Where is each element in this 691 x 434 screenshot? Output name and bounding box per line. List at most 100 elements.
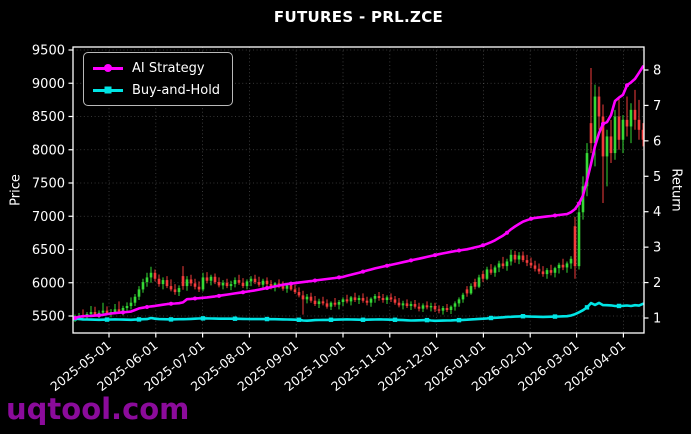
series-marker (289, 281, 293, 286)
candle-body (313, 300, 317, 305)
candle-body (485, 269, 489, 279)
candle-body (529, 262, 533, 266)
series-marker (145, 305, 149, 310)
candle-body (341, 299, 345, 303)
candle-body (333, 302, 337, 305)
candle-body (429, 306, 433, 308)
candle-body (433, 306, 437, 310)
candle-body (385, 297, 389, 301)
candle-body (153, 272, 157, 279)
candle-body (209, 276, 213, 281)
series-marker (232, 316, 238, 321)
candle-body (457, 299, 461, 304)
candle-body (149, 272, 153, 278)
candle-body (329, 302, 333, 307)
ai-strategy-line-icon (93, 63, 123, 73)
return-axis-label: Return (668, 168, 684, 212)
candle-body (93, 312, 97, 315)
candle-body (257, 282, 261, 285)
candle-body (249, 278, 253, 282)
candle-body (545, 270, 549, 275)
candle-body (541, 271, 545, 275)
series-marker (424, 317, 430, 323)
series-marker (264, 316, 270, 322)
candle-body (169, 286, 173, 290)
price-axis-label: Price (8, 174, 24, 206)
series-marker (313, 278, 317, 283)
candle-body (549, 270, 553, 273)
plot-border (72, 46, 645, 334)
price-tick-label: 9000 (32, 77, 65, 92)
candle-body (497, 263, 501, 268)
price-tick-label: 7000 (32, 210, 65, 225)
candle-body (461, 294, 465, 300)
price-tick-label: 5500 (32, 310, 65, 325)
legend: AI Strategy Buy-and-Hold (83, 52, 234, 106)
series-marker (121, 310, 125, 315)
candle-body (421, 305, 425, 309)
candle-body (361, 298, 365, 301)
candle-body (293, 289, 297, 293)
circle-marker-icon (104, 64, 112, 72)
series-marker (385, 263, 389, 268)
return-tick-label: 7 (653, 99, 661, 114)
candle-body (253, 278, 257, 283)
candle-body (453, 303, 457, 307)
candle-body (629, 109, 633, 127)
price-tick-label: 6000 (32, 276, 65, 291)
price-tick-label: 8500 (32, 110, 65, 125)
candle-body (405, 303, 409, 307)
series-marker (433, 253, 437, 258)
candle-body (145, 277, 149, 283)
series-marker (193, 296, 197, 301)
candle-body (393, 299, 397, 303)
candle-body (289, 285, 293, 290)
candle-body (561, 264, 565, 268)
candle-body (597, 96, 601, 117)
candle-body (157, 278, 161, 285)
candle-body (477, 277, 481, 287)
candle-body (197, 286, 201, 290)
candle-body (389, 297, 393, 300)
candle-body (281, 286, 285, 289)
candle-body (521, 255, 525, 261)
candle-body (469, 286, 473, 294)
candle-body (261, 280, 265, 285)
candle-body (141, 282, 145, 290)
candle-body (441, 308, 445, 311)
candle-body (621, 119, 625, 140)
candle-body (381, 298, 385, 301)
series-marker (296, 317, 302, 322)
candle-body (377, 296, 381, 299)
series-marker (481, 243, 485, 248)
series-marker (104, 317, 110, 322)
legend-label: Buy-and-Hold (132, 82, 221, 98)
candle-body (557, 264, 561, 269)
return-tick-label: 2 (653, 276, 661, 291)
legend-item-buy-and-hold: Buy-and-Hold (93, 79, 220, 101)
candle-body (513, 254, 517, 260)
candle-body (397, 302, 401, 306)
candle-body (401, 303, 405, 306)
return-tick-label: 3 (653, 241, 661, 256)
candle-body (205, 277, 209, 281)
candle-body (105, 310, 109, 314)
series-marker (168, 317, 174, 322)
candle-body (569, 258, 573, 264)
candle-body (309, 296, 313, 301)
series-marker (136, 317, 142, 322)
price-tick-label: 9500 (32, 44, 65, 59)
candle-body (189, 279, 193, 284)
candle-body (613, 116, 617, 154)
series-marker (169, 301, 173, 306)
candle-body (489, 269, 493, 273)
candle-body (165, 280, 169, 287)
candle-body (585, 153, 589, 187)
series-marker (457, 248, 461, 253)
series-marker (241, 290, 245, 295)
candle-body (357, 298, 361, 301)
candle-body (633, 109, 637, 120)
candle-body (605, 136, 609, 157)
